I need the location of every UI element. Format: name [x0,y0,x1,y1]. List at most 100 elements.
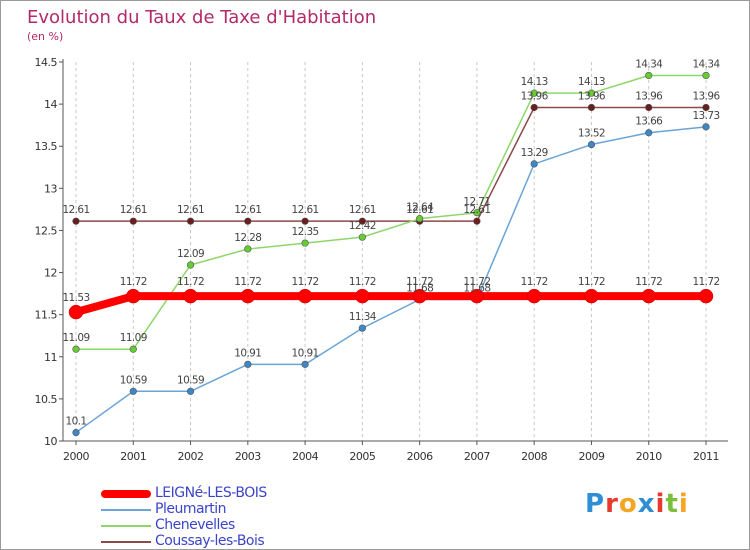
data-point [358,324,366,332]
data-point [129,387,137,395]
y-tick-label: 13 [44,182,57,195]
legend-item: Pleumartin [101,501,361,518]
data-point [355,288,370,304]
data-point [126,288,141,304]
data-label: 14.13 [578,76,605,88]
data-label: 12.61 [406,204,433,216]
data-label: 12.42 [349,220,376,232]
data-label: 11.72 [463,276,490,288]
legend-swatch [101,525,151,527]
y-tick-label: 10 [44,435,57,448]
data-label: 12.64 [406,202,434,214]
data-label: 12.09 [177,248,204,260]
data-point [530,103,538,112]
data-point [129,345,137,353]
data-point [587,140,596,149]
series-line-Chenevelles [75,74,707,350]
data-label: 11.72 [177,276,204,288]
data-label: 12.61 [120,204,147,216]
y-tick-label: 14.5 [35,56,58,69]
data-point [412,288,427,304]
proxiti-logo: Proxiti [585,489,689,519]
data-label: 10.59 [177,374,204,386]
data-label: 12.61 [292,204,319,216]
chart-subtitle: (en %) [27,30,64,43]
data-point [645,103,653,112]
data-label: 11.72 [521,276,548,288]
data-point [473,217,481,225]
data-label: 10.91 [234,347,261,359]
data-point [301,239,309,247]
data-label: 11.72 [292,276,319,288]
data-point [587,103,596,112]
data-point [297,288,313,304]
data-label: 10.91 [292,347,319,359]
data-label: 12.28 [234,232,261,244]
x-tick-label: 2009 [578,450,604,463]
data-point [183,288,198,304]
logo-letter: i [678,489,689,519]
data-point [301,360,309,368]
x-tick-label: 2008 [521,450,547,463]
x-tick-label: 2005 [349,450,375,463]
data-label: 14.34 [635,58,663,70]
logo-letter: o [618,489,638,519]
data-point [186,261,195,269]
data-point [358,217,366,225]
y-tick-label: 13.5 [35,140,58,153]
data-point [68,304,84,320]
legend-label: Chenevelles [155,517,235,533]
data-label: 11.72 [120,276,147,288]
logo-letter: r [605,489,619,519]
chart-legend: LEIGNé-LES-BOIS Pleumartin Chenevelles Cous… [101,485,361,550]
series-line-Coussay-les-Bois [75,106,707,222]
data-label: 11.72 [234,276,261,288]
data-label: 13.73 [692,110,719,122]
data-point [587,89,596,97]
series-line-Pleumartin [75,126,707,434]
data-label: 11.34 [349,311,377,323]
data-label: 12.61 [234,204,261,216]
data-label: 11.72 [578,276,605,288]
data-label: 11.72 [349,276,376,288]
y-tick-label: 12.5 [35,224,58,237]
data-label: 12.35 [292,226,319,238]
data-point [358,233,366,241]
data-label: 11.68 [463,283,490,295]
data-point [530,89,538,97]
data-point [72,428,80,437]
y-tick-label: 12 [44,267,57,280]
data-label: 11.72 [406,276,433,288]
data-point [244,217,252,225]
data-label: 13.96 [521,90,549,102]
y-tick-label: 11 [44,351,57,364]
data-point [702,71,710,80]
chart-title: Evolution du Taux de Taxe d'Habitation [27,7,377,28]
series-line-LEIGNé-LES-BOIS [72,292,710,317]
y-tick-label: 14 [44,98,57,111]
data-point [641,288,656,304]
legend-swatch [101,490,151,498]
y-tick-label: 10.5 [35,393,58,406]
data-label: 11.09 [62,332,89,344]
data-label: 12.61 [463,204,490,216]
data-point [469,288,485,304]
legend-label: Coussay-les-Bois [155,533,265,549]
data-point [240,288,256,304]
data-label: 12.61 [349,204,376,216]
data-point [301,217,309,225]
legend-swatch [101,541,151,543]
data-point [129,217,137,225]
legend-item: Coussay-les-Bois [101,533,361,550]
data-point [702,123,710,131]
logo-letter: x [637,489,656,519]
data-point [526,288,542,304]
x-tick-label: 2011 [693,450,719,463]
data-point [473,209,481,217]
x-tick-label: 2001 [120,450,146,463]
data-label: 11.72 [692,276,719,288]
data-label: 13.52 [578,128,605,140]
logo-letter: i [655,489,666,519]
data-label: 13.96 [692,90,720,102]
